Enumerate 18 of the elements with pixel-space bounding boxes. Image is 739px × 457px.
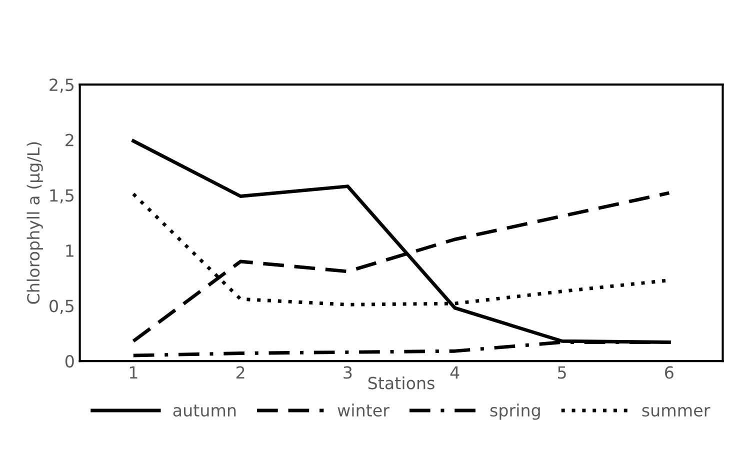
x-tick-label: 4 — [450, 366, 460, 379]
legend-label: autumn — [173, 404, 236, 417]
y-tick-label: 2 — [66, 134, 74, 146]
y-tick-label: 2,5 — [50, 78, 74, 93]
legend-label: winter — [338, 404, 390, 417]
legend-label: summer — [642, 407, 710, 417]
y-tick-label: 0 — [65, 354, 74, 368]
y-tick-label: 0,5 — [50, 300, 74, 314]
x-tick-label: 5 — [558, 366, 566, 379]
x-tick-label: 1 — [130, 366, 138, 379]
x-axis-title: Stations — [368, 376, 434, 390]
y-axis-title: Chlorophyll a (µg/L) — [26, 142, 43, 304]
y-tick-label: 1,5 — [50, 189, 74, 204]
y-tick-label: 1 — [66, 244, 74, 257]
legend-label: spring — [490, 404, 540, 420]
x-tick-label: 3 — [344, 366, 352, 379]
x-tick-label: 2 — [236, 366, 244, 379]
x-tick-label: 6 — [665, 366, 674, 379]
